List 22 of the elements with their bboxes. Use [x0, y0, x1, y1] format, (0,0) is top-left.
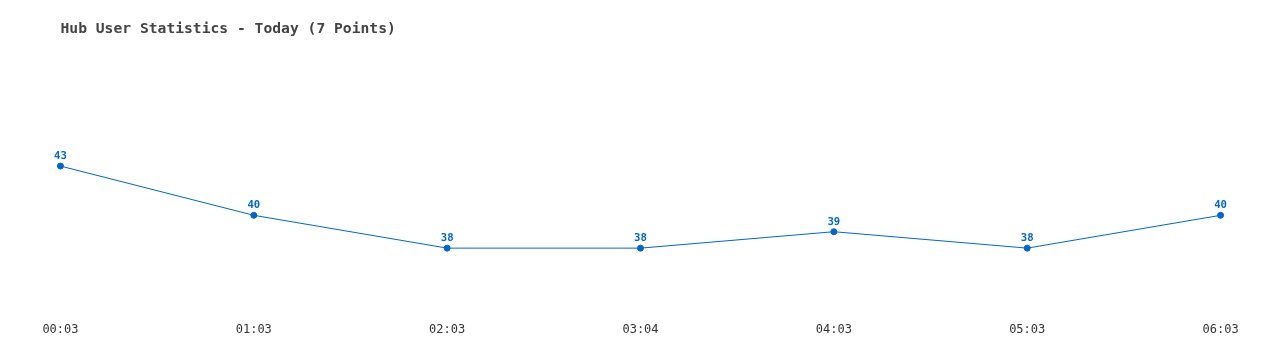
x-tick-label: 01:03 [235, 321, 272, 336]
data-label: 38 [440, 231, 454, 245]
data-label: 40 [1214, 198, 1227, 212]
data-label: 39 [827, 214, 841, 228]
point [637, 244, 644, 252]
data-label: 43 [54, 149, 67, 163]
x-tick-label: 00:03 [42, 321, 79, 336]
chart-title: Hub User Statistics - Today (7 Points) [60, 18, 396, 36]
x-tick-label: 06:03 [1202, 321, 1239, 336]
point [56, 162, 64, 170]
point [443, 244, 451, 252]
data-label: 40 [247, 198, 261, 212]
point [1217, 211, 1225, 219]
point [1023, 244, 1031, 252]
data-label: 38 [634, 231, 647, 245]
x-tick-label: 04:03 [815, 321, 852, 336]
point [830, 228, 838, 236]
x-tick-label: 03:04 [622, 321, 659, 336]
x-tick-label: 02:03 [429, 321, 466, 336]
data-label: 38 [1020, 231, 1034, 245]
x-tick-label: 05:03 [1009, 321, 1046, 336]
point [250, 211, 258, 219]
